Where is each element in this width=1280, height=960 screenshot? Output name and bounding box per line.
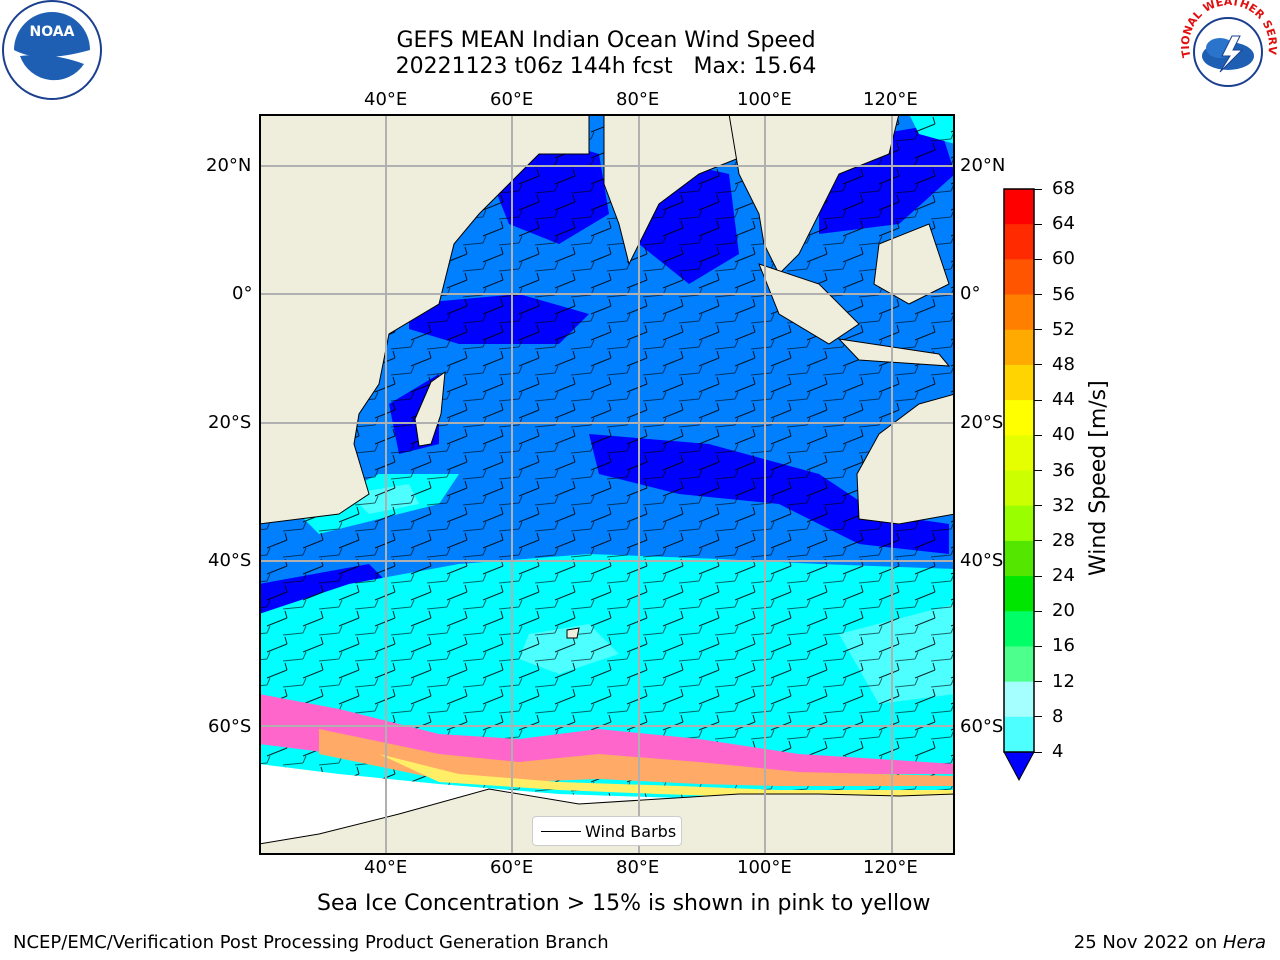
lat-label-right-60s: 60°S	[960, 716, 1004, 737]
colorbar-segment	[1004, 470, 1034, 507]
lon-label-bottom-120e: 120°E	[863, 857, 918, 878]
colorbar-tick-mark	[1034, 540, 1042, 542]
lon-label-top-60e: 60°E	[490, 89, 534, 110]
lon-label-top-80e: 80°E	[616, 89, 660, 110]
lon-label-top-120e: 120°E	[863, 89, 918, 110]
colorbar-tick-mark	[1034, 681, 1042, 683]
colorbar-tick-mark	[1034, 364, 1042, 366]
colorbar-segment	[1004, 259, 1034, 296]
colorbar-tick-mark	[1034, 505, 1042, 507]
colorbar-tick-mark	[1034, 223, 1042, 225]
colorbar-tick-mark	[1034, 610, 1042, 612]
lon-label-bottom-40e: 40°E	[364, 857, 408, 878]
colorbar-segment	[1004, 681, 1034, 718]
colorbar-tick-mark	[1034, 575, 1042, 577]
nws-logo: NATIONAL WEATHER SERVICE	[1171, 0, 1280, 104]
colorbar-segment	[1004, 400, 1034, 436]
colorbar-segment	[1004, 294, 1034, 331]
colorbar-tick-label: 36	[1052, 459, 1075, 481]
lat-label-left-20n: 20°N	[206, 155, 252, 176]
colorbar-segments	[1004, 189, 1034, 753]
lon-label-bottom-100e: 100°E	[737, 857, 792, 878]
colorbar-tick-label: 44	[1052, 389, 1075, 411]
colorbar-tick-label: 40	[1052, 424, 1075, 446]
legend-label: Wind Barbs	[585, 822, 677, 841]
noaa-logo-text: NOAA	[30, 24, 75, 40]
colorbar-tick-mark	[1034, 470, 1042, 471]
map-subtitle: 20221123 t06z 144h fcst Max: 15.64	[395, 54, 817, 79]
colorbar-tick-label: 28	[1052, 529, 1075, 551]
lon-label-top-40e: 40°E	[364, 89, 408, 110]
colorbar-tick-label: 32	[1052, 494, 1075, 516]
lon-label-top-100e: 100°E	[737, 89, 792, 110]
colorbar-tick-label: 8	[1052, 705, 1064, 727]
colorbar-tick-label: 64	[1052, 213, 1075, 235]
colorbar-tick-label: 4	[1052, 741, 1064, 762]
colorbar-segment	[1004, 540, 1034, 577]
australia-land	[856, 393, 955, 525]
colorbar-segment	[1004, 364, 1034, 401]
sea-ice-band	[259, 694, 955, 798]
lat-label-left-20s: 20°S	[208, 412, 252, 433]
colorbar-segment	[1004, 576, 1034, 612]
lat-label-left-60s: 60°S	[208, 716, 252, 737]
lat-label-left-40s: 40°S	[208, 550, 252, 571]
colorbar	[1003, 188, 1035, 782]
lat-label-right-20s: 20°S	[960, 412, 1004, 433]
africa-land	[259, 114, 590, 525]
madagascar-land	[414, 370, 446, 447]
legend-line-icon	[541, 831, 581, 832]
lat-label-right-0: 0°	[960, 283, 981, 304]
lat-label-right-40s: 40°S	[960, 550, 1004, 571]
footer-date: 25 Nov 2022 on Hera	[1074, 932, 1266, 953]
colorbar-tick-label: 16	[1052, 635, 1075, 657]
colorbar-tick-mark	[1034, 434, 1042, 436]
colorbar-tick-label: 48	[1052, 353, 1075, 375]
footer-date-text: 25 Nov 2022 on	[1073, 932, 1223, 953]
gridlines	[259, 114, 955, 855]
wind-speed-map	[259, 114, 955, 855]
colorbar-tick-label: 56	[1052, 283, 1075, 305]
colorbar-tick-mark	[1034, 751, 1042, 753]
colorbar-segment	[1004, 189, 1034, 225]
map-frame	[259, 114, 955, 855]
colorbar-segment	[1004, 329, 1034, 366]
colorbar-tick-mark	[1034, 399, 1042, 401]
colorbar-segment	[1004, 611, 1034, 647]
lat-label-right-20n: 20°N	[960, 155, 1006, 176]
wind-barbs-legend: Wind Barbs	[532, 816, 682, 846]
colorbar-tick-label: 60	[1052, 248, 1075, 270]
colorbar-tick-label: 24	[1052, 565, 1075, 587]
lon-label-bottom-60e: 60°E	[490, 857, 534, 878]
colorbar-segment	[1004, 435, 1034, 471]
colorbar-tick-mark	[1034, 329, 1042, 331]
colorbar-segment	[1004, 224, 1034, 260]
lat-label-left-0: 0°	[232, 283, 253, 304]
colorbar-extend-arrow	[1003, 751, 1035, 782]
kerguelen-island	[566, 627, 580, 639]
colorbar-segment	[1004, 716, 1034, 753]
colorbar-tick-label: 68	[1052, 178, 1075, 199]
noaa-logo: NOAA	[0, 0, 104, 104]
colorbar-tick-label: 52	[1052, 318, 1075, 340]
lon-label-bottom-80e: 80°E	[616, 857, 660, 878]
footer-machine: Hera	[1222, 932, 1266, 953]
colorbar-tick-mark	[1034, 294, 1042, 296]
colorbar-tick-label: 12	[1052, 670, 1075, 692]
colorbar-tick-mark	[1034, 188, 1042, 190]
colorbar-tick-label: 20	[1052, 600, 1075, 622]
colorbar-tick-mark	[1034, 258, 1042, 260]
sea-ice-note: Sea Ice Concentration > 15% is shown in …	[317, 891, 931, 916]
colorbar-segment	[1004, 646, 1034, 683]
colorbar-tick-mark	[1034, 645, 1042, 647]
colorbar-tick-mark	[1034, 716, 1042, 718]
colorbar-title: Wind Speed [m/s]	[1086, 380, 1111, 576]
map-title: GEFS MEAN Indian Ocean Wind Speed	[396, 28, 816, 53]
colorbar-segment	[1004, 505, 1034, 542]
footer-branch: NCEP/EMC/Verification Post Processing Pr…	[13, 932, 609, 953]
